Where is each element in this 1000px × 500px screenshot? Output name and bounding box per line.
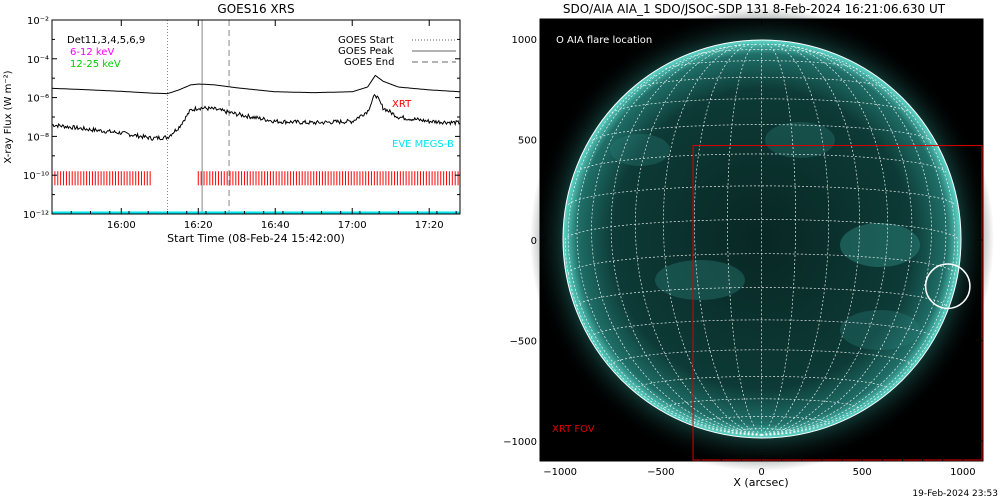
aia-longitude-line [761,43,829,436]
aia-longitude-line [761,51,947,436]
active-region-glow [655,260,745,300]
aia-latitude-line [665,60,858,70]
goes-x-tick-label: 16:20 [184,220,213,231]
goes-series-12-25-kev [52,93,460,141]
goes-x-tick-label: 17:00 [338,220,367,231]
aia-latitude-line [592,124,931,141]
aia-longitude-line [761,43,796,436]
active-region-glow [610,134,670,166]
legend-goes-start-label: GOES Start [338,35,394,46]
aia-x-tick-label: −1000 [543,467,577,478]
goes-y-tick-label: 10⁻⁶ [27,94,49,105]
xrt-fov-label: XRT FOV [552,424,595,435]
eve-label: EVE MEGS-B [392,139,454,150]
aia-y-tick-label: 0 [531,236,537,247]
energy-label-12-25: 12-25 keV [70,59,121,70]
goes-y-tick-label: 10⁻¹⁰ [23,171,49,182]
goes-y-tick-label: 10⁻² [27,16,49,27]
goes-y-tick-label: 10⁻¹² [23,210,49,221]
aia-x-tick-label: 500 [853,467,872,478]
xrt-label: XRT [392,99,412,110]
aia-y-tick-label: −500 [510,336,537,347]
goes-legend: GOES Start GOES Peak GOES End [338,35,456,68]
aia-x-axis-label: X (arcsec) [733,476,788,489]
aia-latitude-line [734,43,789,46]
aia-longitude-line [610,45,762,436]
xrt-fov-box [692,145,983,461]
footer-timestamp: 19-Feb-2024 23:53 [912,489,998,499]
aia-panel: SDO/AIA AIA_1 SDO/JSOC-SDP 131 8-Feb-202… [503,2,994,489]
aia-longitude-line [564,239,762,436]
goes-y-tick-label: 10⁻⁸ [27,132,49,143]
energy-label-6-12: 6-12 keV [70,47,114,58]
goes-title: GOES16 XRS [217,2,294,16]
aia-longitude-line [761,74,956,436]
detectors-label: Det11,3,4,5,6,9 [67,35,145,46]
goes-x-tick-label: 16:40 [261,220,290,231]
aia-longitude-line [634,44,762,436]
aia-x-tick-label: −500 [647,467,674,478]
goes-x-tick-label: 16:00 [107,220,136,231]
aia-flare-location-circle [924,263,971,310]
aia-latitude-line [591,319,932,338]
legend-goes-end-label: GOES End [344,57,394,68]
aia-y-tick-label: 500 [518,136,537,147]
aia-longitude-line [761,46,932,436]
aia-longitude-line [761,44,889,436]
aia-latitude-line [636,76,887,89]
aia-limb [562,39,962,439]
legend-goes-peak-label: GOES Peak [338,46,393,57]
aia-longitude-line [694,43,762,436]
aia-longitude-line [761,45,913,436]
goes-x-axis-label: Start Time (08-Feb-24 15:42:00) [167,232,345,245]
aia-longitude-line [576,51,762,436]
active-region-glow [840,223,920,267]
goes-panel: GOES16 XRS 10⁻¹² 10⁻¹⁰ 10⁻⁸ 10⁻⁶ 10⁻⁴ 10⁻² 16:… [3,2,461,245]
aia-longitude-line [567,74,762,436]
goes-y-tick-label: 10⁻⁴ [27,55,49,66]
aia-latitude-line [634,376,889,390]
goes-y-axis-label: X-ray Flux (W m⁻²) [3,70,14,163]
goes-x-tick-label: 17:20 [415,220,444,231]
aia-longitude-line [591,46,762,436]
aia-y-tick-label: 1000 [512,35,537,46]
aia-y-tick-label: −1000 [503,437,537,448]
aia-longitude-line [761,239,959,436]
aia-active-regions [610,122,920,350]
aia-longitude-line [662,44,762,436]
active-region-glow [840,310,920,350]
aia-legend-text: O AIA flare location [556,35,652,46]
aia-x-tick-label: 0 [758,467,764,478]
active-region-glow [765,122,835,158]
aia-latitude-line [662,398,861,410]
goes-series-6-12-kev [52,74,460,95]
aia-longitude-line [727,43,762,436]
aia-longitude-line [761,44,861,436]
aia-solar-disk [563,40,961,438]
aia-x-tick-label: 1000 [950,467,975,478]
aia-latitude-line [577,153,946,173]
aia-latitude-line [611,98,912,114]
